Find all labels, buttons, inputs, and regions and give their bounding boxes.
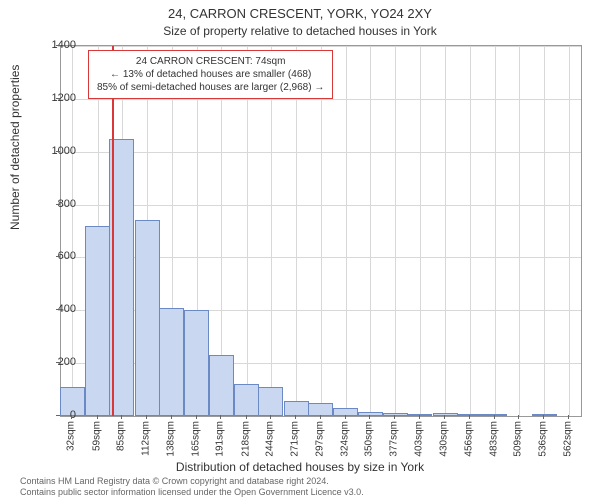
y-tick-mark bbox=[56, 204, 60, 205]
gridline-v bbox=[395, 46, 396, 416]
gridline-v bbox=[346, 46, 347, 416]
x-tick-mark bbox=[518, 415, 519, 419]
x-tick-mark bbox=[320, 415, 321, 419]
plot-area bbox=[60, 45, 582, 417]
x-tick-label: 271sqm bbox=[290, 421, 301, 457]
histogram-bar bbox=[209, 355, 234, 416]
footer-line: Contains HM Land Registry data © Crown c… bbox=[20, 476, 364, 487]
y-tick-mark bbox=[56, 256, 60, 257]
histogram-bar bbox=[85, 226, 110, 416]
x-tick-label: 403sqm bbox=[413, 421, 424, 457]
x-tick-label: 483sqm bbox=[488, 421, 499, 457]
histogram-bar bbox=[258, 387, 283, 416]
annotation-line: ← 13% of detached houses are smaller (46… bbox=[97, 68, 324, 81]
histogram-bar bbox=[284, 401, 309, 416]
x-tick-mark bbox=[220, 415, 221, 419]
chart-container: 24, CARRON CRESCENT, YORK, YO24 2XY Size… bbox=[0, 0, 600, 500]
x-tick-mark bbox=[171, 415, 172, 419]
y-tick-mark bbox=[56, 151, 60, 152]
x-tick-label: 112sqm bbox=[141, 421, 152, 456]
x-tick-mark bbox=[71, 415, 72, 419]
x-tick-label: 85sqm bbox=[115, 421, 126, 451]
x-tick-mark bbox=[419, 415, 420, 419]
x-tick-mark bbox=[494, 415, 495, 419]
x-tick-label: 138sqm bbox=[165, 421, 176, 457]
x-tick-label: 191sqm bbox=[215, 421, 226, 457]
x-axis-label: Distribution of detached houses by size … bbox=[0, 460, 600, 474]
gridline-v bbox=[420, 46, 421, 416]
x-tick-label: 456sqm bbox=[463, 421, 474, 457]
gridline-v bbox=[296, 46, 297, 416]
x-tick-mark bbox=[369, 415, 370, 419]
x-tick-mark bbox=[246, 415, 247, 419]
y-tick-mark bbox=[56, 415, 60, 416]
x-tick-mark bbox=[345, 415, 346, 419]
x-tick-mark bbox=[543, 415, 544, 419]
y-tick-mark bbox=[56, 45, 60, 46]
x-tick-label: 430sqm bbox=[439, 421, 450, 457]
annotation-line: 85% of semi-detached houses are larger (… bbox=[97, 81, 324, 94]
x-tick-label: 536sqm bbox=[538, 421, 549, 457]
x-tick-mark bbox=[146, 415, 147, 419]
x-tick-label: 32sqm bbox=[66, 421, 77, 451]
x-tick-mark bbox=[121, 415, 122, 419]
gridline-v bbox=[470, 46, 471, 416]
reference-line bbox=[112, 46, 114, 416]
gridline-v bbox=[519, 46, 520, 416]
annotation-line: 24 CARRON CRESCENT: 74sqm bbox=[97, 55, 324, 68]
x-tick-label: 218sqm bbox=[240, 421, 251, 457]
x-tick-label: 59sqm bbox=[91, 421, 102, 451]
histogram-bar bbox=[135, 220, 160, 416]
y-tick-mark bbox=[56, 362, 60, 363]
gridline-v bbox=[569, 46, 570, 416]
chart-title-main: 24, CARRON CRESCENT, YORK, YO24 2XY bbox=[0, 6, 600, 21]
x-tick-label: 562sqm bbox=[562, 421, 573, 457]
y-tick-mark bbox=[56, 98, 60, 99]
x-tick-mark bbox=[394, 415, 395, 419]
gridline-v bbox=[247, 46, 248, 416]
gridline-v bbox=[321, 46, 322, 416]
gridline-v bbox=[544, 46, 545, 416]
gridline-v bbox=[445, 46, 446, 416]
gridline-v bbox=[495, 46, 496, 416]
x-tick-label: 297sqm bbox=[314, 421, 325, 457]
x-tick-mark bbox=[469, 415, 470, 419]
x-tick-label: 377sqm bbox=[389, 421, 400, 457]
x-tick-mark bbox=[568, 415, 569, 419]
x-tick-label: 350sqm bbox=[364, 421, 375, 457]
y-axis-label: Number of detached properties bbox=[8, 65, 22, 230]
histogram-bar bbox=[234, 384, 259, 416]
x-tick-mark bbox=[196, 415, 197, 419]
x-tick-mark bbox=[444, 415, 445, 419]
x-tick-mark bbox=[97, 415, 98, 419]
annotation-box: 24 CARRON CRESCENT: 74sqm ← 13% of detac… bbox=[88, 50, 333, 99]
chart-title-sub: Size of property relative to detached ho… bbox=[0, 24, 600, 38]
gridline-v bbox=[271, 46, 272, 416]
x-tick-mark bbox=[295, 415, 296, 419]
y-tick-mark bbox=[56, 309, 60, 310]
footer-attribution: Contains HM Land Registry data © Crown c… bbox=[20, 476, 364, 498]
x-tick-label: 244sqm bbox=[264, 421, 275, 457]
histogram-bar bbox=[159, 308, 184, 416]
x-tick-mark bbox=[270, 415, 271, 419]
x-tick-label: 165sqm bbox=[190, 421, 201, 457]
gridline-v bbox=[370, 46, 371, 416]
histogram-bar bbox=[184, 310, 209, 416]
footer-line: Contains public sector information licen… bbox=[20, 487, 364, 498]
x-tick-label: 324sqm bbox=[339, 421, 350, 457]
x-tick-label: 509sqm bbox=[513, 421, 524, 457]
